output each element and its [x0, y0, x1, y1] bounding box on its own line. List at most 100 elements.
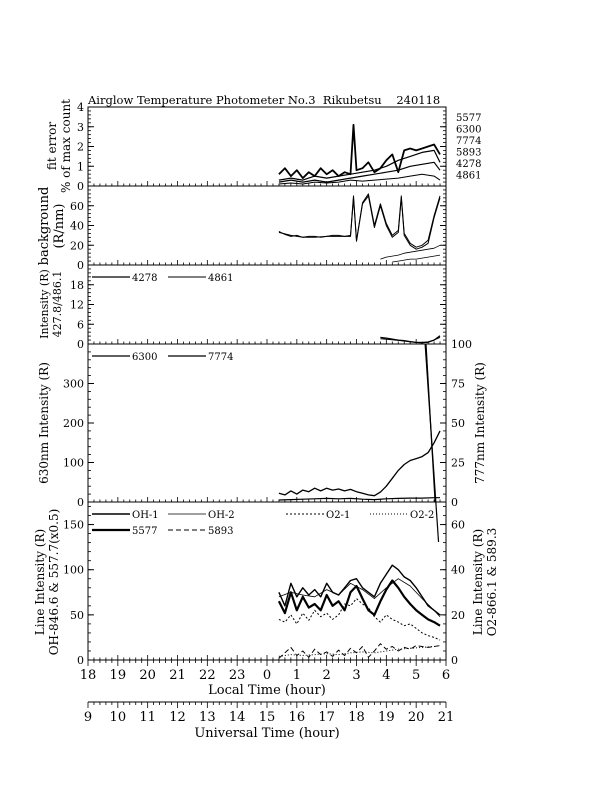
background-ylabel: background: [37, 187, 52, 266]
local-time-axis-label: Local Time (hour): [208, 683, 326, 698]
universal-time-axis-tick-label: 20: [408, 710, 425, 725]
universal-time-axis-tick-label: 13: [199, 710, 216, 725]
local-time-axis-tick-label: 21: [169, 668, 186, 683]
y-tick-label: 50: [70, 609, 84, 622]
legend-label-4278: 4278: [132, 273, 157, 284]
legend-label-O2-2: O2-2: [410, 510, 434, 521]
panel-red-lines: 0 100 200 300 0 25 50 75 100: [63, 338, 472, 543]
y-tick-label: 100: [63, 564, 84, 577]
local-time-axis-tick-label: 5: [412, 668, 420, 683]
y-tick-label: 60: [70, 200, 84, 213]
fit-error-legend-4278: 4278: [456, 159, 481, 170]
oh-right-ylabel: O2-866.1 & 589.3: [485, 528, 499, 637]
y-right-tick-label: 75: [451, 378, 465, 391]
universal-time-axis-tick-label: 17: [318, 710, 335, 725]
y-tick-label: 3: [77, 121, 84, 134]
legend-label-4861: 4861: [208, 273, 233, 284]
series-line-s2: [380, 244, 441, 260]
series-line-7774-spike-overflow: [424, 343, 440, 543]
background-ylabel: (R/nm): [52, 203, 67, 248]
y-right-tick-label: 40: [451, 564, 465, 577]
legend-label-O2-1: O2-1: [326, 510, 350, 521]
universal-time-axis-tick-label: 18: [348, 710, 365, 725]
series-line-s0: [278, 123, 441, 179]
local-time-axis-tick-label: 22: [199, 668, 216, 683]
series-line-s1: [278, 195, 441, 250]
fit-error-legend-5577: 5577: [456, 113, 481, 124]
universal-time-axis-label: Universal Time (hour): [194, 726, 339, 741]
y-tick-label: 4: [77, 101, 84, 114]
series-group: [277, 564, 441, 659]
oh-right-ylabel: Line Intensity (R): [471, 529, 485, 635]
y-tick-label: 40: [70, 220, 84, 233]
series-line-OH-2: [278, 578, 441, 617]
y-tick-label: 200: [63, 417, 84, 430]
legend-label-6300: 6300: [132, 352, 157, 363]
fit-error-legend-4861: 4861: [456, 171, 481, 182]
series-line-OH-1: [278, 564, 441, 616]
legend-label-OH-1: OH-1: [132, 510, 159, 521]
y-tick-label: 0: [77, 654, 84, 667]
local-time-axis-tick-label: 4: [382, 668, 390, 683]
y-right-tick-label: 50: [451, 417, 465, 430]
series-group: [278, 344, 441, 502]
y-tick-label: 1: [77, 160, 84, 173]
fit-error-legend-5893: 5893: [456, 148, 481, 159]
series-line-s3: [278, 173, 441, 185]
legend-label-5577: 5577: [132, 526, 157, 537]
panel-oh-o2: 0 50 100 150 0 20 40 60: [63, 501, 465, 667]
y-tick-label: 150: [63, 519, 84, 532]
panel-blue-lines: 0 6 12 18: [70, 264, 447, 351]
local-time-axis-tick-label: 6: [442, 668, 450, 683]
y-tick-label: 0: [77, 338, 84, 351]
local-time-axis-tick-label: 2: [323, 668, 331, 683]
local-time-axis-tick-label: 20: [139, 668, 156, 683]
series-line-s3: [392, 254, 441, 263]
panel-background: 0 20 40 60: [70, 185, 447, 272]
y-right-tick-label: 0: [451, 654, 458, 667]
series-group: [380, 335, 441, 344]
y-tick-label: 12: [70, 299, 84, 312]
series-line-s2: [278, 161, 441, 183]
y-tick-label: 0: [77, 496, 84, 509]
series-line-O2-1: [278, 598, 441, 641]
fit-error-legend-6300: 6300: [456, 125, 481, 136]
series-line-O2-2: [278, 645, 441, 657]
fit-error-ylabel: % of max count: [59, 99, 73, 193]
y-right-tick-label: 25: [451, 457, 465, 470]
local-time-axis-tick-label: 19: [110, 668, 127, 683]
panel-fit-error: 0 1 2 3 4: [77, 101, 447, 193]
y-tick-label: 300: [63, 378, 84, 391]
y-tick-label: 0: [77, 180, 84, 193]
y-tick-label: 6: [77, 318, 84, 331]
local-time-axis-tick-label: 23: [229, 668, 246, 683]
local-time-axis-tick-label: 18: [80, 668, 97, 683]
blue-lines-ylabel: Intensity (R): [38, 269, 51, 339]
series-line-7774: [278, 497, 440, 501]
y-right-tick-label: 20: [451, 609, 465, 622]
universal-time-axis-tick-label: 12: [169, 710, 186, 725]
y-tick-label: 0: [77, 259, 84, 272]
y-tick-label: 2: [77, 141, 84, 154]
series-line-4861: [380, 336, 441, 343]
legend-label-7774: 7774: [208, 352, 233, 363]
series-group: [278, 193, 441, 263]
oh-left-ylabel: Line Intensity (R): [33, 529, 47, 635]
y-right-tick-label: 0: [451, 496, 458, 509]
y-right-tick-label: 100: [451, 338, 472, 351]
oh-left-ylabel: OH-846.6 & 557.7(x0.5): [47, 509, 61, 656]
legend-label-5893: 5893: [208, 526, 233, 537]
panel-frame: [87, 106, 447, 187]
y-tick-label: 20: [70, 239, 84, 252]
series-line-5893: [278, 643, 441, 659]
universal-time-axis-tick-label: 10: [110, 710, 127, 725]
red-right-ylabel: 777nm Intensity (R): [473, 362, 487, 484]
chart-panels: 0123402040600612180100200300025507510005…: [33, 99, 499, 667]
local-time-axis-tick-label: 0: [263, 668, 271, 683]
legend-label-OH-2: OH-2: [208, 510, 235, 521]
series-line-5577: [277, 579, 441, 627]
universal-time-axis-tick-label: 11: [139, 710, 156, 725]
y-right-tick-label: 60: [451, 519, 465, 532]
